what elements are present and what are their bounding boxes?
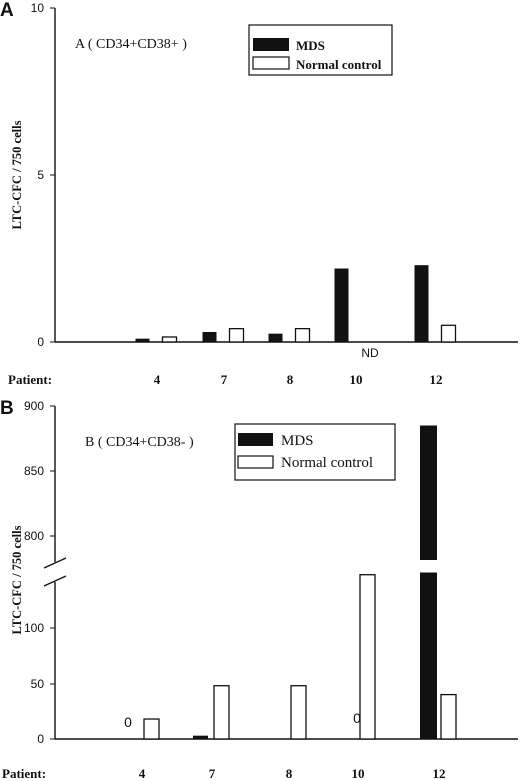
panel-b-letter: B (0, 398, 14, 419)
panel-a-y-tick: 0 (37, 335, 55, 349)
panel-b-y-tick-label: 50 (31, 677, 45, 691)
panel-a-x-axis-label: Patient: (8, 372, 52, 387)
panel-b-legend-label-mds: MDS (281, 433, 314, 449)
panel-a-bar-normal (294, 327, 311, 343)
panel-b-zero-annotation: 0 (353, 710, 361, 726)
panel-a-y-tick: 10 (31, 1, 55, 15)
panel-b-bar-normal (213, 685, 230, 740)
panel-a-category-label: 12 (430, 372, 443, 387)
panel-a-category-label: 8 (287, 372, 294, 387)
panel-b-bar-normal (290, 685, 307, 740)
panel-a-bar-normal (440, 324, 457, 343)
panel-b-category-label: 12 (433, 766, 446, 781)
panel-b-category-label: 8 (286, 766, 293, 781)
panel-b-title: B ( CD34+CD38- ) (85, 435, 194, 450)
panel-a-bar-normal (228, 327, 245, 343)
panel-b-zero-annotation: 0 (124, 714, 132, 730)
panel-b-bar-mds (193, 735, 208, 739)
panel-a-legend-swatch-normal (252, 56, 290, 70)
panel-a-nd-annotation: ND (361, 346, 379, 360)
panel-a-y-tick-label: 10 (31, 1, 45, 15)
panel-b-y-tick: 800 (24, 529, 55, 543)
panel-a-category-label: 7 (221, 372, 228, 387)
panel-a-legend-label-mds: MDS (296, 38, 325, 53)
panel-a-legend-label-normal: Normal control (296, 57, 382, 72)
panel-a-category-label: 4 (154, 372, 161, 387)
panel-b-y-tick: 50 (31, 677, 55, 691)
panel-b-category-label: 7 (209, 766, 216, 781)
panel-b-y-tick: 900 (24, 399, 55, 413)
panel-a: A A ( CD34+CD38+ ) LTC-CFC / 750 cells 0… (0, 0, 518, 387)
panel-b-bar-normal (440, 693, 457, 740)
panel-b-y-tick-label: 800 (24, 529, 44, 543)
panel-b-y-tick-label: 900 (24, 399, 44, 413)
panel-a-title: A ( CD34+CD38+ ) (75, 37, 187, 52)
panel-a-legend: MDS Normal control (248, 24, 393, 76)
panel-b-bar-normal (359, 574, 376, 740)
panel-b-y-tick: 0 (37, 732, 55, 746)
panel-b-y-tick: 850 (24, 464, 55, 478)
panel-b-legend-box (234, 423, 396, 481)
panel-b-x-axis-label: Patient: (2, 766, 46, 781)
panel-b: B B ( CD34+CD38- ) LTC-CFC / 750 cells 0… (0, 398, 518, 781)
panel-a-y-tick: 5 (37, 168, 55, 182)
panel-a-y-axis-label: LTC-CFC / 750 cells (10, 120, 24, 229)
panel-a-bar-normal (161, 336, 178, 343)
panel-a-category-label: 10 (350, 372, 363, 387)
panel-b-category-label: 4 (139, 766, 146, 781)
panel-b-y-tick-label: 100 (24, 621, 44, 635)
panel-a-letter: A (0, 0, 14, 21)
panel-a-bar-mds (135, 338, 150, 342)
panel-b-bar-normal (143, 718, 160, 740)
panel-b-bar-mds (420, 425, 437, 560)
panel-b-bars (143, 425, 457, 740)
panel-b-y-tick: 100 (24, 621, 55, 635)
panel-a-bars (135, 265, 457, 343)
panel-b-legend-swatch-mds (238, 433, 273, 446)
panel-a-bar-mds (268, 333, 283, 342)
panel-b-legend-label-normal: Normal control (281, 455, 373, 471)
panel-b-bar-mds (420, 572, 437, 739)
panel-a-bar-mds (334, 268, 349, 342)
panel-b-y-tick-label: 0 (37, 732, 44, 746)
panel-a-bar-mds (414, 265, 429, 342)
panel-a-legend-swatch-mds (253, 38, 289, 51)
panel-b-legend-swatch-normal (237, 455, 274, 469)
panel-b-legend: MDS Normal control (234, 423, 396, 481)
panel-a-y-tick-label: 0 (37, 335, 44, 349)
panel-a-y-tick-label: 5 (37, 168, 44, 182)
axis-break-marker (43, 557, 67, 587)
panel-a-bar-mds (202, 331, 217, 342)
panel-b-y-tick-label: 850 (24, 464, 44, 478)
panel-b-y-axis-label: LTC-CFC / 750 cells (10, 525, 24, 634)
panel-b-category-label: 10 (352, 766, 365, 781)
